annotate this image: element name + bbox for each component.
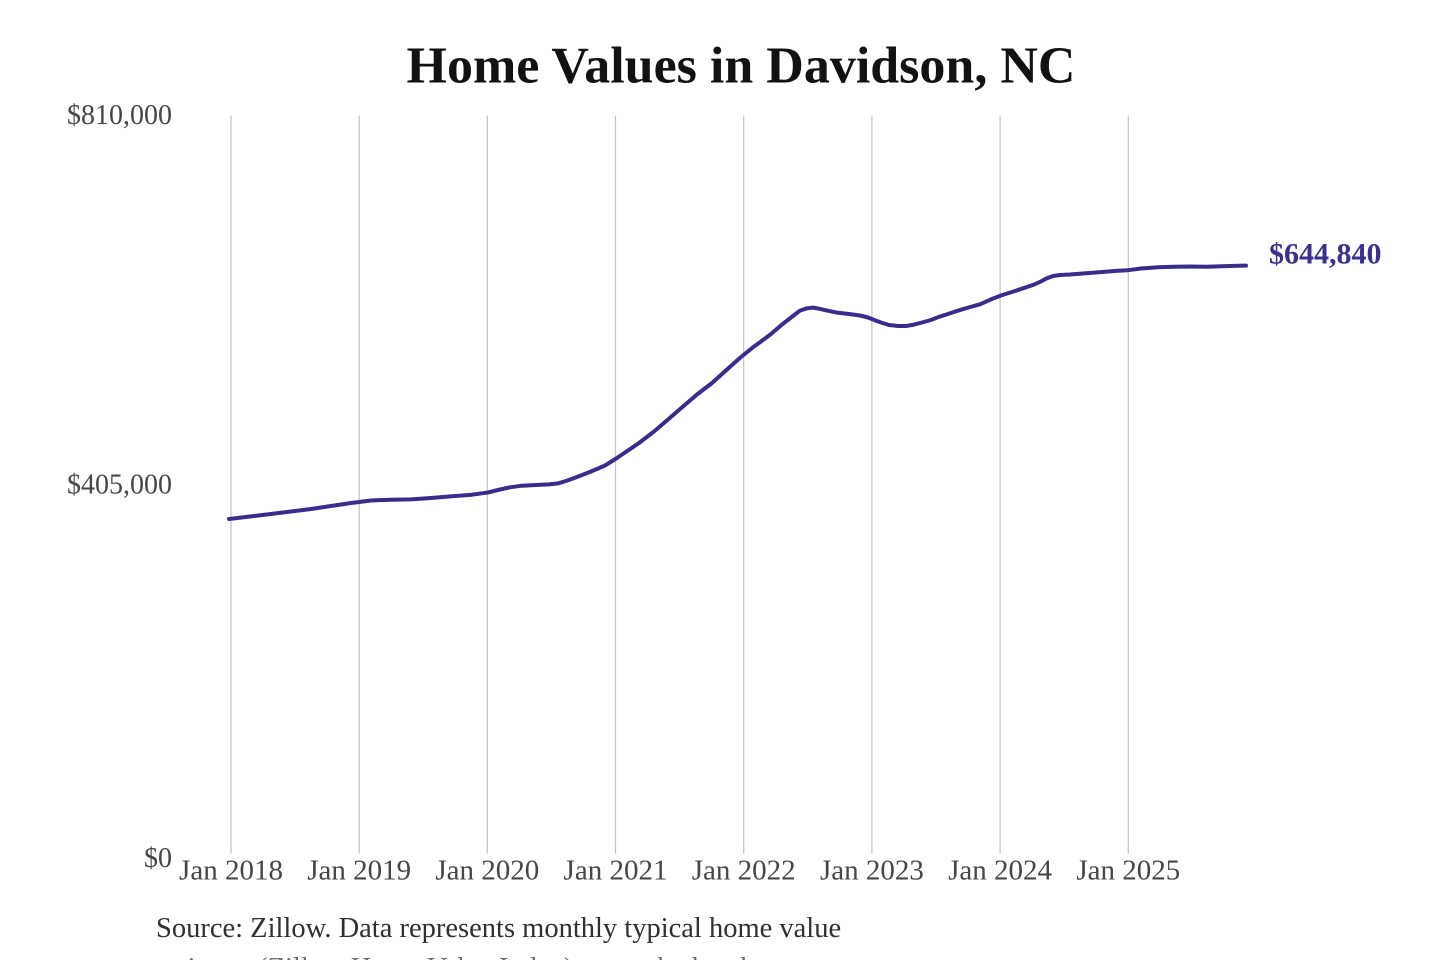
svg-text:estimate (Zillow Home Value In: estimate (Zillow Home Value Index), smoo… — [156, 953, 747, 960]
svg-text:Jan 2021: Jan 2021 — [564, 855, 668, 887]
svg-text:Jan 2025: Jan 2025 — [1076, 855, 1180, 887]
svg-text:Jan 2019: Jan 2019 — [307, 855, 411, 887]
svg-text:$405,000: $405,000 — [67, 470, 172, 501]
svg-text:Jan 2022: Jan 2022 — [692, 855, 796, 887]
svg-text:$0: $0 — [144, 843, 172, 874]
svg-text:Jan 2023: Jan 2023 — [820, 855, 924, 887]
svg-text:$644,840: $644,840 — [1269, 238, 1382, 271]
svg-text:$810,000: $810,000 — [67, 100, 172, 131]
svg-text:Source: Zillow. Data represent: Source: Zillow. Data represents monthly … — [156, 913, 841, 944]
svg-text:Home Values in Davidson, NC: Home Values in Davidson, NC — [407, 38, 1076, 95]
svg-text:Jan 2020: Jan 2020 — [435, 855, 539, 887]
svg-text:Jan 2018: Jan 2018 — [179, 855, 283, 887]
svg-text:Jan 2024: Jan 2024 — [948, 855, 1052, 887]
